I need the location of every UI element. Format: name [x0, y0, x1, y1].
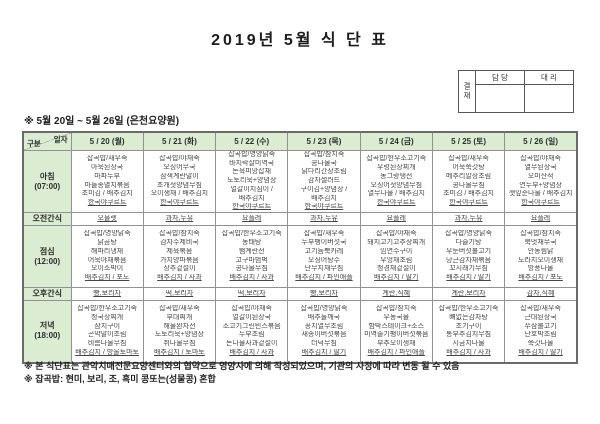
snack-cell: 요플레	[359, 212, 433, 226]
menu-row-dinner: 저녁 (18:00) 잡곡밥/한우소고기죽 청국장찌개 삼치구이 곤약말이조림 비름나물무침…	[22, 300, 578, 363]
meal-cell: 잡곡밥/영양닭죽 바지락살미역국 돈육피망잡채 도토리묵+양념장 얼갈이지짐이 / 배추김…	[215, 150, 289, 213]
meal-cell: 잡곡밥/영양닭죽 닭곰탕 해파리냉채 어묵야채볶음 오이소박이 배추김치 / 포도	[70, 225, 144, 288]
date-header: 5 / 25 (토)	[431, 131, 506, 151]
snack-cell: 과자,두유	[287, 212, 361, 226]
meal-cell: 잡곡밥/참치죽 북엇채무국 안동찜닭 도라지오이생채 방풍나물 배추김치 / 포도	[504, 225, 578, 288]
meal-cell: 잡곡밥/한우소고기죽 뼈없는감자탕 조기구이 통부추김치무침 시금치나물 배추김치 / 사…	[431, 300, 506, 363]
footnotes: ※ 본 식단표는 관악치매전문요양센터와의 협약으로 영양사에 의해 작성되었으…	[24, 360, 459, 386]
menu-row-am-snack: 오전간식 오믈렛 과자,두유 요플레 과자,두유 요플레 과자,두유 요플레	[22, 212, 578, 226]
snack-cell: 과자,두유	[431, 212, 506, 226]
meal-cell: 잡곡밥/야채죽 오징어무국 삼색계란말이 조개젓양념무침 오이생채 / 배추김치 한국야쿠…	[142, 150, 217, 213]
snack-cell: 요플레	[504, 212, 578, 226]
row-label-am-snack: 오전간식	[22, 212, 72, 226]
row-label-breakfast: 아침 (07:00)	[22, 150, 72, 213]
meal-cell: 잡곡밥/새우죽 어묵쑥갓탕 메추리알장조림 콩나물무침 조미김 / 배추김치 한국야쿠르트	[431, 150, 506, 213]
date-header: 5 / 26 (일)	[504, 131, 578, 151]
meal-cell: 잡곡밥/한우소고기죽 우렁된장찌개 동그랑땡전 오징어젓양념무침 열무나물 / 배추김치…	[359, 150, 433, 213]
meal-cell: 잡곡밥/한우소고기죽 동태탕 햄계란전 고구마범벅 콩나물무침 배추김치 / 사과	[215, 225, 289, 288]
meal-cell: 잡곡밥/영양닭죽 배추들깨국 꽁치열무조림 새송이버섯볶음 더덕무침 배추김치 / 딸기	[287, 300, 361, 363]
date-header: 5 / 20 (월)	[70, 131, 144, 151]
meal-cell: 잡곡밥/참치죽 우동국물 함박스테이크+소스 미역줄기팽이버섯볶음 부추오이생채 배추김치…	[359, 300, 433, 363]
corner-cell: 일자 구분	[22, 131, 72, 151]
meal-cell: 잡곡밥/야채죽 돼지고기고추장찌개 임연수구이 우엉채조림 청경채겉절이 배추김치 / 딸…	[359, 225, 433, 288]
footnote-multigrain: ※ 잡곡밥: 현미, 보리, 조, 흑미 콩또는(성물콩) 혼합	[24, 374, 216, 384]
meal-cell: 잡곡밥/한우소고기죽 청국장찌개 삼치구이 곤약말이조림 비름나물무침 배추김치 / 방울…	[70, 300, 144, 363]
meal-cell: 잡곡밥/새우죽 근대된장국 쭈삼불고기 단호박조림 쑥갓나물 배추김치 / 딸기	[504, 300, 578, 363]
footnote-dietitian: ※ 본 식단표는 관악치매전문요양센터와의 협약으로 영양사에 의해 작성되었으…	[24, 361, 460, 371]
approval-box: 결재 담 당 대 리	[458, 70, 574, 113]
meal-cell: 잡곡밥/참치죽 감자수제비국 제육볶음 가지양파볶음 상추겉절이 배추김치 / 사과	[142, 225, 217, 288]
menu-row-breakfast: 아침 (07:00) 잡곡밥/새우죽 아욱된장국 마파두부 마늘종멸치볶음 조미김 / 배추…	[22, 150, 578, 213]
approval-header-daeri: 대 리	[524, 70, 574, 85]
approval-sign-daeri	[524, 84, 574, 113]
menu-table: 일자 구분 5 / 20 (월) 5 / 21 (화) 5 / 22 (수) 5 / …	[22, 131, 578, 364]
date-header: 5 / 24 (금)	[359, 131, 433, 151]
snack-cell: 오믈렛	[70, 212, 144, 226]
meal-cell: 잡곡밥/야채죽 열무된장국 오미산적 연두부+양념장 깻잎순나물 / 배추김치 한국야쿠르…	[504, 150, 578, 213]
menu-table-body: 아침 (07:00) 잡곡밥/새우죽 아욱된장국 마파두부 마늘종멸치볶음 조미김 / 배추…	[22, 150, 578, 363]
snack-cell: 계란,보리차	[431, 287, 506, 301]
approval-header-damdang: 담 당	[475, 70, 525, 85]
meal-cell: 잡곡밥/새우죽 두부팽이버섯국 고기듬뿍카레 오징어탕수 단무지채무침 배추김치 / 파인…	[287, 225, 361, 288]
week-range-label: ※ 5월 20일 ~ 5월 26일 (은천요양원)	[24, 116, 180, 127]
corner-date-label: 일자	[53, 135, 68, 144]
approval-stamp-label: 결재	[458, 70, 476, 113]
page-title: 2019년 5월 식 단 표	[211, 32, 389, 49]
snack-cell: 떡,보리차	[142, 287, 217, 301]
date-header: 5 / 23 (목)	[287, 131, 361, 151]
snack-cell: 계란,식혜	[359, 287, 433, 301]
row-label-lunch: 점심 (12:00)	[22, 225, 72, 288]
menu-row-pm-snack: 오후간식 빵,보리차 떡,보리차 떡,보리차 빵,보리차 계란,식혜 계란,보리차 감자,식혜	[22, 287, 578, 301]
row-label-pm-snack: 오후간식	[22, 287, 72, 301]
meal-cell: 잡곡밥/새우죽 아욱된장국 마파두부 마늘종멸치볶음 조미김 / 배추김치 한국야쿠르트	[70, 150, 144, 213]
snack-cell: 떡,보리차	[215, 287, 289, 301]
snack-cell: 빵,보리차	[70, 287, 144, 301]
snack-cell: 감자,식혜	[504, 287, 578, 301]
meal-cell: 잡곡밥/새우죽 부대찌개 해물완자전 도토리묵+양념장 취나물무침 배추김치 / 토마토	[142, 300, 217, 363]
row-label-dinner: 저녁 (18:00)	[22, 300, 72, 363]
meal-cell: 잡곡밥/영양닭죽 다슬기탕 우둔버섯불고기 당근감자채볶음 꼬시래기무침 배추김치 / 딸…	[431, 225, 506, 288]
date-header-row: 일자 구분 5 / 20 (월) 5 / 21 (화) 5 / 22 (수) 5 / …	[22, 131, 578, 151]
meal-cell: 잡곡밥/참치죽 콩나물국 닭다리간장조림 감자샐러드 구이김+양념장 / 배추김치 한국야쿠…	[287, 150, 361, 213]
menu-row-lunch: 점심 (12:00) 잡곡밥/영양닭죽 닭곰탕 해파리냉채 어묵야채볶음 오이소박이 배추김치…	[22, 225, 578, 288]
snack-cell: 과자,두유	[142, 212, 217, 226]
meal-cell: 잡곡밥/야채죽 얼갈이된장국 소고기그린빈스볶음 두부조림 돈나물사과겉절이 배추김치 /…	[215, 300, 289, 363]
corner-category-label: 구분	[27, 139, 41, 148]
date-header: 5 / 22 (수)	[215, 131, 289, 151]
snack-cell: 빵,보리차	[287, 287, 361, 301]
approval-sign-damdang	[475, 84, 525, 113]
snack-cell: 요플레	[215, 212, 289, 226]
date-header: 5 / 21 (화)	[142, 131, 217, 151]
